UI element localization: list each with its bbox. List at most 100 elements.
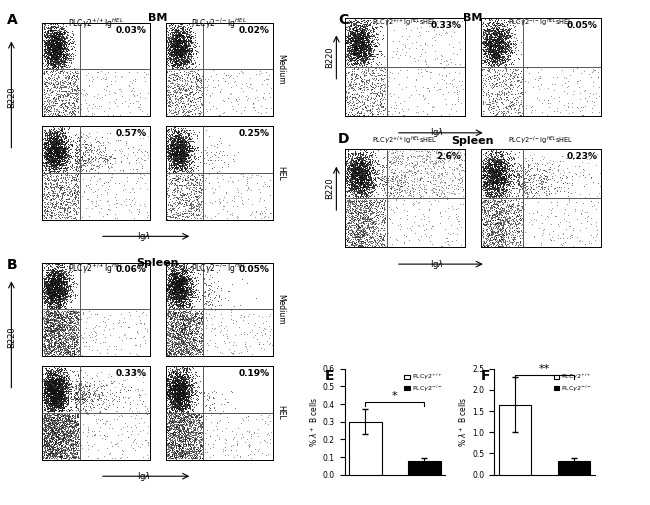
Point [164, 407, 175, 415]
Point [167, 329, 177, 337]
Point [59, 438, 70, 446]
Point [362, 167, 372, 175]
Point [54, 277, 64, 285]
Point [492, 208, 502, 216]
Point [44, 401, 55, 409]
Point [357, 57, 367, 65]
Point [46, 60, 56, 68]
Point [182, 44, 192, 53]
Point [60, 142, 71, 150]
Point [493, 169, 504, 177]
Point [68, 108, 79, 116]
Point [161, 449, 171, 457]
Point [499, 45, 510, 54]
Point [369, 31, 380, 39]
Point [73, 338, 83, 346]
Point [45, 322, 55, 330]
Point [53, 288, 64, 296]
Point [491, 190, 502, 198]
Point [61, 393, 72, 401]
Point [226, 83, 236, 91]
Point [55, 438, 65, 446]
Point [482, 186, 493, 194]
Point [183, 271, 194, 279]
Point [371, 241, 382, 249]
Point [355, 178, 365, 186]
Point [489, 46, 499, 54]
Point [500, 240, 510, 248]
Point [486, 15, 496, 23]
Point [486, 164, 497, 172]
Point [101, 178, 111, 186]
Point [183, 434, 193, 442]
Point [47, 392, 57, 400]
Point [56, 136, 66, 144]
Point [194, 318, 205, 326]
Point [356, 172, 366, 180]
Point [478, 229, 488, 237]
Point [235, 300, 246, 309]
Point [372, 79, 383, 87]
Point [43, 159, 53, 167]
Point [59, 280, 70, 288]
Point [70, 431, 80, 439]
Point [181, 299, 191, 308]
Point [366, 45, 376, 53]
Point [44, 134, 54, 142]
Point [483, 20, 493, 28]
Point [170, 347, 181, 355]
Point [53, 389, 63, 397]
Point [59, 274, 70, 282]
Point [432, 23, 443, 31]
Point [192, 452, 202, 461]
Point [172, 263, 182, 271]
Point [51, 314, 62, 322]
Point [169, 156, 179, 164]
Point [489, 167, 500, 175]
Point [62, 198, 72, 207]
Point [54, 285, 64, 293]
Point [176, 382, 186, 390]
Point [348, 212, 358, 220]
Point [163, 278, 174, 286]
Point [361, 208, 371, 216]
Point [355, 199, 365, 208]
Point [83, 331, 94, 339]
Point [54, 284, 64, 292]
Point [111, 392, 122, 400]
Point [169, 287, 179, 295]
Point [168, 273, 179, 281]
Point [166, 443, 177, 451]
Point [190, 316, 201, 324]
Point [59, 43, 70, 52]
Point [172, 384, 183, 392]
Point [431, 182, 441, 190]
Point [46, 144, 56, 153]
Point [162, 43, 172, 52]
Point [49, 22, 60, 30]
Point [357, 173, 367, 181]
Point [173, 383, 183, 391]
Point [371, 229, 382, 237]
Point [162, 347, 173, 355]
Point [183, 38, 193, 46]
Point [38, 387, 49, 395]
Point [71, 174, 81, 182]
Point [497, 43, 508, 52]
Point [68, 422, 79, 430]
Point [50, 49, 60, 58]
Point [179, 40, 190, 48]
Point [179, 380, 190, 388]
Point [46, 377, 57, 385]
Point [90, 329, 101, 337]
Point [248, 99, 259, 107]
Point [60, 154, 70, 162]
Point [177, 387, 187, 395]
Point [346, 39, 356, 47]
Point [490, 168, 501, 176]
Point [345, 158, 356, 166]
Point [70, 424, 80, 432]
Point [56, 290, 66, 298]
Point [508, 209, 518, 217]
Point [173, 28, 183, 36]
